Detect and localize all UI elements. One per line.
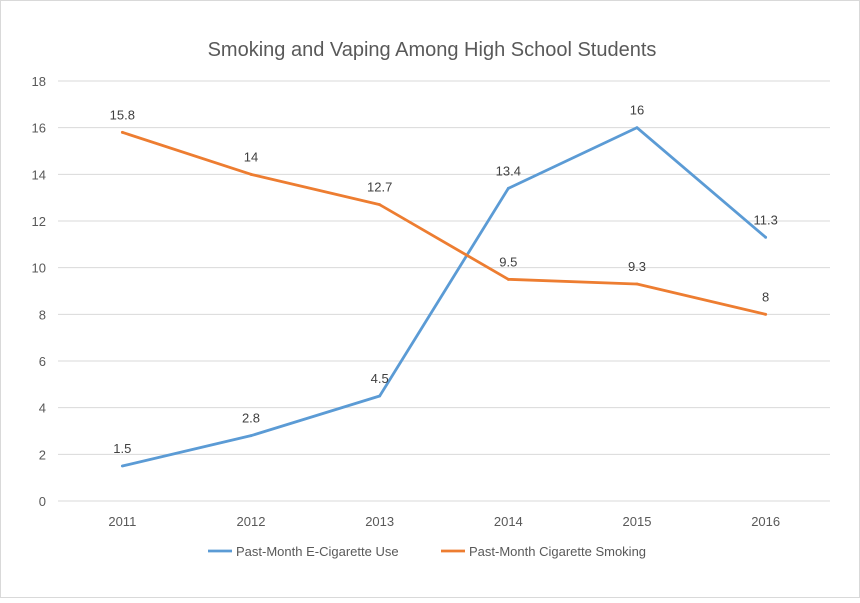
x-tick-label: 2012 — [237, 514, 266, 529]
data-label: 8 — [762, 289, 769, 304]
data-label: 15.8 — [110, 107, 135, 122]
data-point — [120, 464, 124, 468]
data-point — [764, 312, 768, 316]
y-tick-label: 14 — [32, 167, 46, 182]
data-label: 14 — [244, 149, 258, 164]
y-tick-label: 18 — [32, 74, 46, 89]
data-point — [506, 277, 510, 281]
data-point — [378, 203, 382, 207]
data-point — [635, 126, 639, 130]
y-tick-label: 0 — [39, 494, 46, 509]
y-tick-label: 16 — [32, 121, 46, 136]
data-label: 4.5 — [371, 371, 389, 386]
legend-label: Past-Month Cigarette Smoking — [469, 544, 646, 559]
data-point — [249, 434, 253, 438]
data-point — [120, 130, 124, 134]
data-label: 13.4 — [496, 163, 521, 178]
data-label: 11.3 — [753, 212, 777, 227]
data-point — [249, 172, 253, 176]
series-line-1 — [121, 131, 766, 316]
x-tick-label: 2014 — [494, 514, 523, 529]
y-tick-label: 2 — [39, 447, 46, 462]
y-tick-label: 8 — [39, 307, 46, 322]
data-point — [635, 282, 639, 286]
data-label: 2.8 — [242, 411, 260, 426]
legend-label: Past-Month E-Cigarette Use — [236, 544, 399, 559]
data-point — [378, 394, 382, 398]
data-point — [506, 186, 510, 190]
x-tick-label: 2013 — [365, 514, 394, 529]
data-point — [764, 235, 768, 239]
x-tick-label: 2016 — [751, 514, 780, 529]
data-label: 12.7 — [367, 180, 392, 195]
x-tick-label: 2015 — [623, 514, 652, 529]
y-tick-label: 4 — [39, 401, 46, 416]
data-label: 1.5 — [113, 441, 131, 456]
data-label: 9.3 — [628, 259, 646, 274]
x-tick-label: 2011 — [108, 514, 136, 529]
series-line-0 — [122, 126, 767, 468]
y-tick-label: 10 — [32, 261, 46, 276]
chart-title: Smoking and Vaping Among High School Stu… — [208, 39, 657, 61]
data-label: 16 — [630, 103, 644, 118]
data-label: 9.5 — [499, 254, 517, 269]
y-tick-label: 12 — [32, 214, 46, 229]
y-tick-label: 6 — [39, 354, 46, 369]
